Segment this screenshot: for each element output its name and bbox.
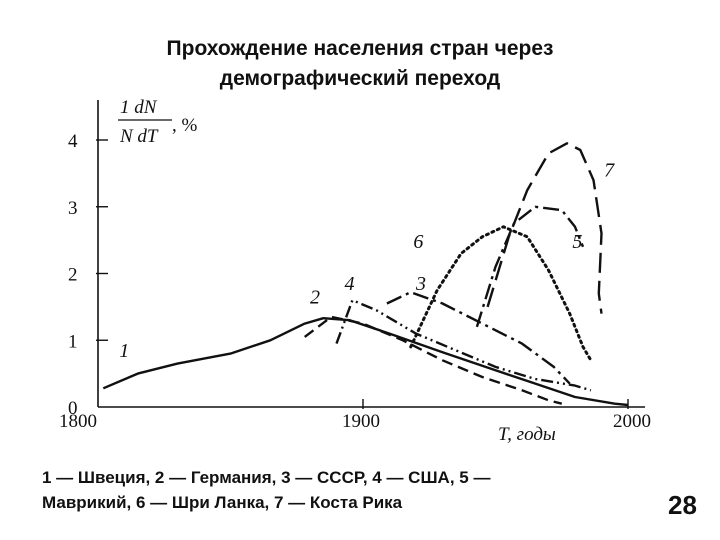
x-tick-label: 1800: [59, 411, 97, 432]
slide-title: Прохождение населения стран через демогр…: [60, 34, 660, 94]
y-axis-label-numerator: 1 dN: [120, 97, 158, 118]
chart-caption: 1 — Швеция, 2 — Германия, 3 — СССР, 4 — …: [42, 465, 682, 515]
x-axis-label: T, годы: [498, 424, 556, 445]
series-label-7: 7: [604, 160, 615, 182]
caption-line-1: 1 — Швеция, 2 — Германия, 3 — СССР, 4 — …: [42, 468, 491, 487]
series-label-1: 1: [119, 340, 129, 362]
chart-labels: 1 2 3 4 5 6 7: [119, 160, 615, 362]
series-label-3: 3: [415, 273, 426, 295]
y-axis-label-unit: , %: [172, 115, 198, 136]
series-line-7: [486, 142, 603, 314]
series-label-6: 6: [413, 231, 423, 253]
series-line-3: [386, 291, 571, 385]
y-tick-label: 0: [68, 398, 78, 419]
x-tick-label: 1900: [342, 411, 380, 432]
y-tick-label: 3: [68, 198, 78, 219]
series-line-1: [102, 317, 629, 407]
series-label-4: 4: [344, 273, 354, 295]
title-line-2: демографический переход: [219, 67, 501, 90]
y-tick-label: 4: [68, 131, 78, 152]
y-tick-label: 1: [68, 331, 78, 352]
series-label-2: 2: [310, 287, 320, 309]
chart-axes: 0 1 2 3 4 1800 1900 2000 1 dN N dT , % T, годы: [59, 97, 651, 445]
series-line-5: [475, 205, 585, 328]
x-tick-label: 2000: [613, 411, 651, 432]
y-axis-label-denominator: N dT: [119, 126, 159, 147]
chart-series: [102, 142, 629, 407]
series-line-2: [303, 315, 563, 405]
caption-line-2: Маврикий, 6 — Шри Ланка, 7 — Коста Рика: [42, 493, 403, 512]
title-line-1: Прохождение населения стран через: [166, 37, 554, 60]
page-number: 28: [668, 490, 697, 520]
series-line-6: [409, 225, 593, 362]
series-label-5: 5: [572, 231, 582, 253]
series-line-4: [335, 299, 592, 392]
y-tick-label: 2: [68, 265, 78, 286]
